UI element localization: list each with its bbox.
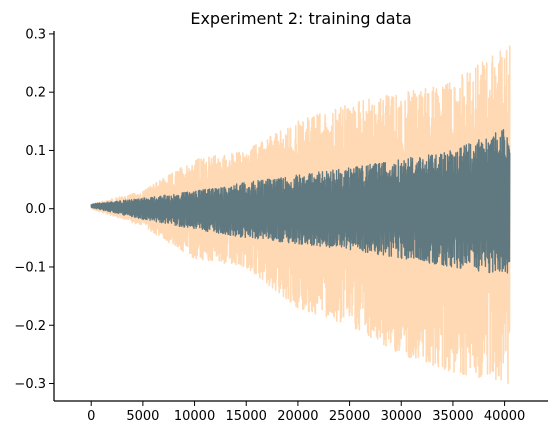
y-tick-label: 0.3 [25, 27, 46, 42]
chart-title: Experiment 2: training data [190, 9, 411, 28]
axes: 0 5000 10000 15000 20000 25000 30000 35000 40000… [14, 27, 548, 424]
series-line [90, 129, 511, 274]
x-tick-label: 15000 [226, 409, 267, 424]
x-tick-label: 30000 [381, 409, 422, 424]
plot-series [90, 45, 511, 384]
x-tick-label: 40000 [484, 409, 525, 424]
x-tick-label: 25000 [329, 409, 370, 424]
y-tick-label: −0.2 [14, 319, 46, 334]
y-tick-label: −0.3 [14, 377, 46, 392]
y-tick-label: 0.0 [25, 202, 46, 217]
x-tick-label: 35000 [432, 409, 473, 424]
y-tick-label: 0.1 [25, 144, 46, 159]
x-tick-label: 5000 [126, 409, 159, 424]
x-tick-label: 0 [87, 409, 95, 424]
x-ticks: 0 5000 10000 15000 20000 25000 30000 35000 40000 [87, 401, 525, 424]
y-tick-label: −0.1 [14, 260, 46, 275]
x-tick-label: 10000 [174, 409, 215, 424]
y-tick-label: 0.2 [25, 86, 46, 101]
y-ticks: −0.3 −0.2 −0.1 0.0 0.1 0.2 0.3 [14, 27, 54, 392]
x-tick-label: 20000 [277, 409, 318, 424]
